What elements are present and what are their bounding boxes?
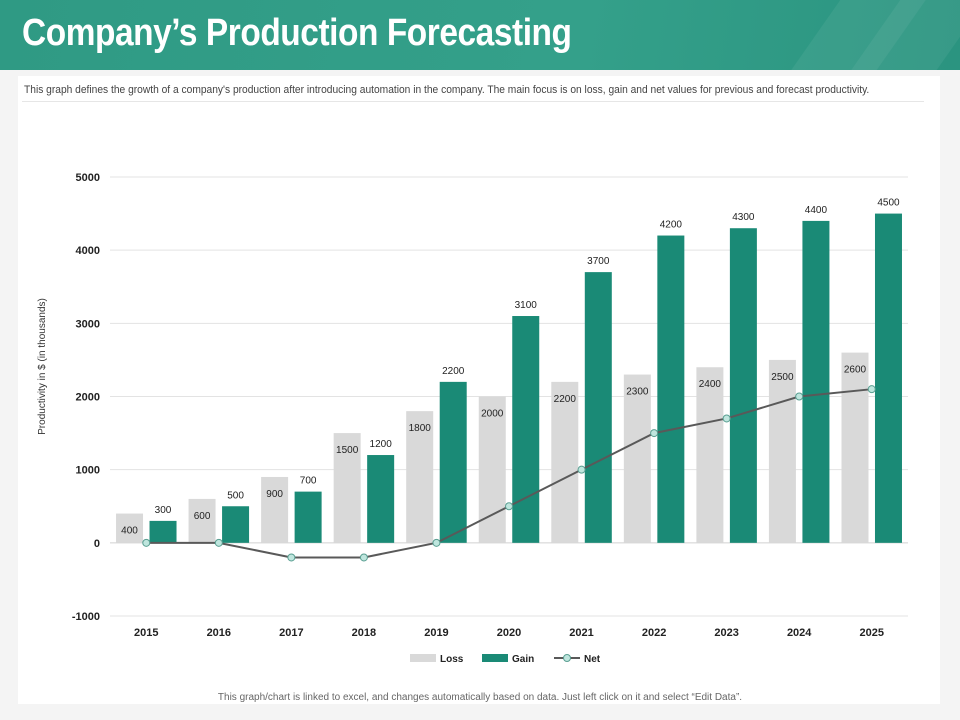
page-title: Company’s Production Forecasting [22, 12, 572, 54]
net-point [577, 465, 586, 474]
x-tick-label: 2016 [207, 627, 231, 639]
x-tick-label: 2019 [424, 627, 448, 639]
gain-value-label: 1200 [370, 439, 393, 450]
gain-value-label: 3100 [515, 300, 538, 311]
loss-value-label: 400 [121, 526, 138, 537]
net-point [432, 538, 441, 547]
x-tick-label: 2024 [787, 627, 812, 639]
chart-description: This graph defines the growth of a compa… [24, 84, 870, 96]
net-point [359, 553, 368, 562]
loss-bar [116, 513, 144, 543]
net-point [505, 502, 513, 511]
gain-bar [222, 506, 250, 543]
loss-value-label: 2000 [481, 409, 504, 420]
y-tick-label: 3000 [76, 318, 100, 330]
legend-item-loss: Loss [410, 654, 464, 665]
gain-value-label: 700 [300, 476, 317, 487]
y-tick-label: 2000 [76, 392, 100, 404]
gain-bar [367, 455, 395, 543]
description-divider [22, 101, 924, 102]
gain-bar [512, 316, 540, 543]
gain-bar [802, 220, 830, 543]
gain-bar [657, 235, 685, 543]
gain-bar [729, 228, 757, 543]
legend-swatch [410, 654, 436, 662]
loss-value-label: 2400 [699, 379, 722, 390]
legend-marker [563, 654, 571, 662]
x-tick-label: 2015 [134, 627, 158, 639]
gain-value-label: 4500 [877, 198, 900, 209]
loss-value-label: 2300 [626, 387, 649, 398]
loss-value-label: 2500 [771, 372, 794, 383]
gain-value-label: 300 [155, 505, 172, 516]
gain-value-label: 500 [227, 490, 244, 501]
loss-value-label: 2600 [844, 365, 867, 376]
y-tick-label: 5000 [76, 172, 100, 184]
y-tick-label: -1000 [72, 611, 100, 623]
gain-bar [439, 381, 467, 543]
net-point [287, 553, 296, 562]
net-point [795, 392, 804, 401]
legend: Loss Gain Net [410, 654, 601, 665]
gain-bar [149, 520, 177, 543]
x-tick-label: 2021 [569, 627, 593, 639]
net-line [146, 388, 872, 559]
loss-bar [551, 381, 579, 543]
gain-bar [294, 491, 322, 543]
net-point [867, 385, 876, 394]
loss-bar [768, 359, 796, 543]
loss-bar [623, 374, 651, 543]
loss-bar [841, 352, 869, 543]
y-tick-label: 4000 [76, 245, 100, 257]
x-tick-label: 2023 [714, 627, 738, 639]
loss-value-label: 900 [266, 489, 283, 500]
loss-value-label: 2200 [554, 394, 577, 405]
x-tick-label: 2025 [859, 627, 883, 639]
net-line-layer [142, 385, 876, 562]
axes: -1000 0 1000 2000 3000 4000 5000 Productivity i… [37, 172, 884, 639]
net-point [214, 538, 223, 547]
loss-value-label: 1800 [409, 423, 432, 434]
loss-bar [333, 433, 361, 543]
bars [116, 213, 902, 543]
net-point [142, 538, 151, 547]
x-tick-label: 2017 [279, 627, 303, 639]
x-tick-label: 2018 [352, 627, 376, 639]
loss-bar [261, 476, 289, 543]
gain-value-label: 3700 [587, 256, 610, 267]
loss-value-label: 1500 [336, 445, 359, 456]
data-labels: 400 600 900 1500 1800 2000 2200 2300 2400 2500 260… [121, 198, 900, 537]
gain-value-label: 4300 [732, 212, 755, 223]
gain-value-label: 4200 [660, 220, 683, 231]
net-point [650, 429, 659, 438]
y-tick-label: 1000 [76, 465, 100, 477]
x-tick-label: 2022 [642, 627, 666, 639]
y-tick-label: 0 [94, 538, 100, 550]
header-bar: Company’s Production Forecasting [0, 0, 960, 70]
legend-label: Loss [440, 654, 464, 665]
legend-label: Gain [512, 654, 534, 665]
legend-item-net: Net [554, 654, 601, 665]
gain-bar [874, 213, 902, 543]
footer-note: This graph/chart is linked to excel, and… [217, 692, 743, 703]
legend-item-gain: Gain [482, 654, 534, 665]
net-point [722, 414, 731, 423]
legend-swatch [482, 654, 508, 662]
y-axis-title: Productivity in $ (in thousands) [37, 298, 48, 435]
loss-bar [406, 411, 434, 543]
legend-label: Net [584, 654, 601, 665]
gain-value-label: 4400 [805, 205, 828, 216]
loss-bar [696, 367, 724, 543]
loss-value-label: 600 [194, 511, 211, 522]
gain-value-label: 2200 [442, 366, 465, 377]
gain-bar [584, 272, 612, 543]
loss-bar [188, 498, 216, 543]
x-tick-label: 2020 [497, 627, 521, 639]
